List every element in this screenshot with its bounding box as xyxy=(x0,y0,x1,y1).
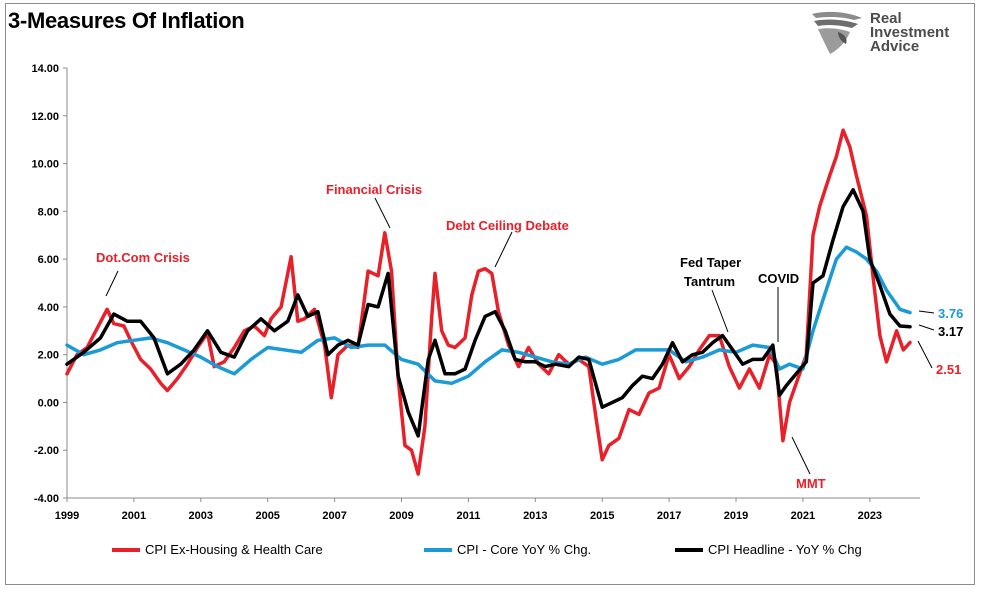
dotcom-label: Dot.Com Crisis xyxy=(96,250,190,265)
eagle-logo-icon xyxy=(812,11,862,54)
exhousing-end-value: 2.51 xyxy=(936,362,961,377)
series-line-ex_housing xyxy=(65,128,912,476)
brand-line2: Investment xyxy=(870,24,950,41)
x-tick-label: 2019 xyxy=(724,510,748,522)
legend-item-core: CPI - Core YoY % Chg. xyxy=(424,542,591,557)
x-tick-label: 2005 xyxy=(255,510,279,522)
x-tick-label: 2001 xyxy=(122,510,146,522)
x-tick-label: 2017 xyxy=(657,510,681,522)
x-tick-label: 2015 xyxy=(590,510,614,522)
y-tick-label: -4.00 xyxy=(34,493,59,505)
chart-frame xyxy=(5,3,975,585)
headline-end-value: 3.17 xyxy=(938,324,963,339)
x-tick-label: 2007 xyxy=(322,510,346,522)
covid-label: COVID xyxy=(758,271,799,286)
x-tick-label: 1999 xyxy=(55,510,79,522)
x-tick-label: 2021 xyxy=(791,510,815,522)
exhousing-end-arrow xyxy=(917,340,933,369)
brand-name: Real Investment Advice xyxy=(870,10,950,55)
y-tick-label: 0.00 xyxy=(38,397,59,409)
series-line-headline xyxy=(65,188,912,438)
legend-swatch-headline xyxy=(675,547,703,552)
y-tick-label: 14.00 xyxy=(31,63,59,75)
brand-line1: Real xyxy=(870,10,902,27)
x-tick-label: 2003 xyxy=(189,510,213,522)
mmt-arrow xyxy=(791,436,811,475)
legend-swatch-ex-housing xyxy=(112,547,140,552)
y-tick-label: 2.00 xyxy=(38,350,59,362)
legend-item-ex-housing: CPI Ex-Housing & Health Care xyxy=(112,542,323,557)
x-tick-label: 2011 xyxy=(456,510,480,522)
y-tick-label: 6.00 xyxy=(38,254,59,266)
financial-crisis-label: Financial Crisis xyxy=(326,182,422,197)
fed-taper-label: Fed Taper xyxy=(680,255,741,270)
core-end-arrow xyxy=(918,310,935,314)
y-tick-label: 4.00 xyxy=(38,302,59,314)
y-tick-label: 8.00 xyxy=(38,206,59,218)
debt-ceiling-label: Debt Ceiling Debate xyxy=(446,218,569,233)
headline-end-arrow xyxy=(918,324,935,331)
legend-swatch-core xyxy=(424,547,452,552)
brand-line3: Advice xyxy=(870,38,920,55)
axes: -4.00 -2.00 0.00 2.00 4.00 6.00 8.00 10.00 12.00… xyxy=(31,63,920,522)
taper-arrow xyxy=(711,289,729,333)
mmt-label: MMT xyxy=(796,476,826,491)
y-tick-label: 10.00 xyxy=(31,159,59,171)
financial-arrow xyxy=(374,197,391,229)
y-tick-label: -2.00 xyxy=(34,445,59,457)
series-lines xyxy=(65,128,912,476)
core-end-value: 3.76 xyxy=(938,306,963,321)
legend-label-headline: CPI Headline - YoY % Chg xyxy=(708,542,862,557)
x-tick-label: 2023 xyxy=(858,510,882,522)
x-tick-label: 2009 xyxy=(389,510,413,522)
brand-logo: Real Investment Advice xyxy=(808,8,968,58)
legend-item-headline: CPI Headline - YoY % Chg xyxy=(675,542,862,557)
taper-tantrum-label: Tantrum xyxy=(684,274,735,289)
series-line-core xyxy=(65,245,912,386)
legend-label-ex-housing: CPI Ex-Housing & Health Care xyxy=(145,542,323,557)
chart-title: 3-Measures Of Inflation xyxy=(8,8,245,33)
x-tick-label: 2013 xyxy=(523,510,547,522)
dotcom-arrow xyxy=(105,270,119,297)
debt-arrow xyxy=(494,231,513,268)
y-tick-label: 12.00 xyxy=(31,111,59,123)
annotations: Dot.Com Crisis Financial Crisis Debt Cei… xyxy=(96,182,963,491)
legend-label-core: CPI - Core YoY % Chg. xyxy=(457,542,592,557)
